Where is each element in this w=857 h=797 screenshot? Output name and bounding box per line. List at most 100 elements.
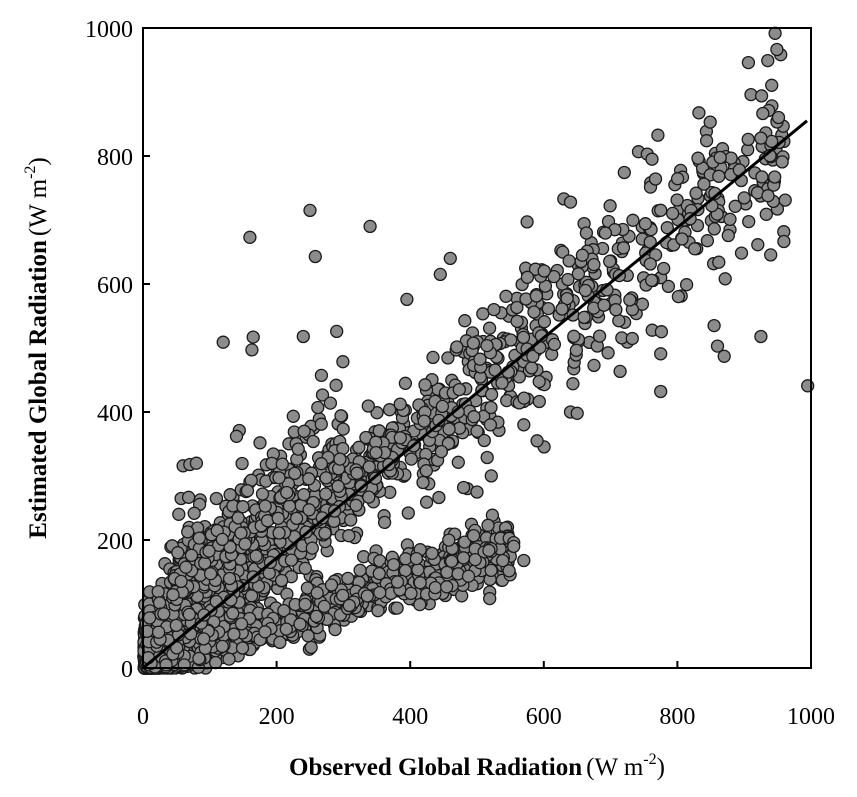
scatter-point [249, 549, 263, 563]
scatter-point [377, 515, 392, 530]
scatter-point [298, 597, 312, 612]
scatter-point [441, 351, 455, 365]
scatter-point [609, 303, 623, 317]
scatter-point [440, 580, 454, 594]
scatter-point [468, 552, 482, 567]
x-tick-label: 800 [659, 704, 695, 730]
scatter-point [302, 472, 316, 486]
scatter-point [353, 563, 367, 577]
scatter-point [761, 189, 775, 203]
scatter-point [496, 553, 510, 568]
scatter-point [480, 338, 494, 353]
scatter-point [778, 193, 792, 207]
scatter-point [675, 232, 689, 246]
scatter-point [516, 330, 531, 345]
scatter-point [724, 151, 738, 165]
scatter-point [369, 445, 383, 460]
scatter-point [718, 272, 732, 286]
scatter-point [305, 541, 319, 555]
fit-line-group [142, 119, 808, 670]
scatter-point [284, 553, 299, 567]
scatter-point [336, 422, 350, 436]
y-tick-label: 600 [97, 273, 133, 299]
scatter-point [319, 487, 333, 501]
scatter-point [400, 292, 414, 307]
scatter-point [315, 388, 330, 402]
scatter-point [184, 548, 199, 562]
scatter-point [670, 193, 684, 207]
scatter-point [297, 424, 311, 438]
scatter-point [771, 110, 786, 125]
scatter-point [293, 617, 307, 631]
scatter-point [418, 378, 432, 392]
scatter-point [318, 526, 332, 540]
scatter-point [532, 394, 546, 409]
x-tick-label: 400 [392, 704, 428, 730]
scatter-point [520, 270, 535, 284]
scatter-point [152, 596, 167, 610]
scatter-point [643, 257, 657, 271]
scatter-point [562, 254, 576, 268]
scatter-point [258, 499, 272, 513]
scatter-point [272, 471, 286, 485]
scatter-point [197, 608, 211, 622]
scatter-point [654, 347, 668, 361]
scatter-point [517, 418, 531, 432]
scatter-point [482, 321, 497, 335]
y-axis-unit-close: ) [25, 157, 52, 165]
scatter-point [561, 272, 575, 287]
scatter-point [495, 376, 509, 390]
scatter-point [657, 261, 671, 276]
scatter-point [461, 569, 476, 583]
scatter-point [404, 586, 418, 601]
scatter-point [660, 221, 674, 235]
scatter-point [238, 537, 252, 551]
scatter-point [370, 406, 384, 420]
scatter-point [308, 249, 322, 264]
scatter-point [570, 406, 584, 420]
scatter-point [215, 532, 229, 547]
scatter-point [597, 298, 611, 312]
scatter-point [579, 226, 594, 240]
scatter-point [413, 576, 427, 590]
scatter-point [710, 339, 725, 353]
scatter-point [679, 278, 694, 292]
scatter-point [151, 625, 166, 639]
scatter-point [386, 557, 401, 572]
scatter-point [234, 526, 248, 540]
scatter-point [755, 170, 769, 184]
scatter-point [372, 566, 386, 581]
scatter-point [754, 89, 769, 103]
scatter-point [555, 302, 569, 316]
scatter-point [215, 639, 229, 654]
scatter-point [623, 293, 637, 307]
scatter-point [434, 444, 449, 459]
scatter-point [734, 246, 749, 260]
scatter-point [541, 301, 556, 316]
scatter-point [245, 343, 259, 357]
scatter-point [390, 575, 405, 589]
scatter-point [560, 291, 574, 306]
scatter-point [526, 349, 540, 364]
scatter-point [764, 248, 778, 262]
scatter-point [291, 442, 305, 456]
scatter-point [443, 251, 457, 266]
scatter-point [373, 585, 387, 600]
scatter-point [728, 199, 742, 213]
x-axis-unit: (W m [586, 754, 644, 781]
scatter-point [477, 433, 491, 448]
scatter-point [181, 525, 195, 539]
scatter-point [741, 55, 756, 70]
scatter-point [756, 106, 770, 121]
scatter-point [382, 403, 397, 417]
scatter-point [171, 546, 185, 560]
scatter-point [770, 42, 784, 57]
scatter-point [587, 257, 601, 272]
scatter-point [258, 625, 272, 639]
scatter-point [390, 601, 404, 615]
scatter-point [246, 330, 260, 344]
scatter-point [426, 350, 440, 365]
scatter-point [189, 456, 204, 470]
scatter-point [638, 217, 653, 231]
